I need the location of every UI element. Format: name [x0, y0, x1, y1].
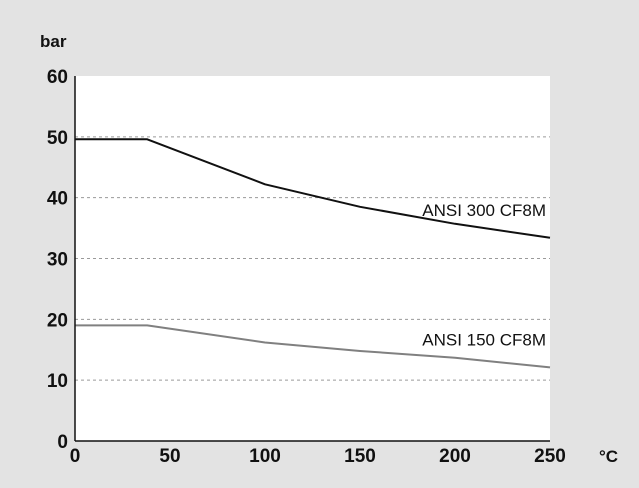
x-tick-label-50: 50: [159, 446, 180, 467]
x-tick-label-200: 200: [439, 446, 471, 467]
series-line-ansi-300-cf8m: [75, 138, 551, 239]
x-tick-label-100: 100: [249, 446, 281, 467]
y-tick-label-20: 20: [47, 310, 68, 331]
x-tick-label-250: 250: [534, 446, 566, 467]
y-tick-label-10: 10: [47, 371, 68, 392]
y-tick-label-60: 60: [47, 67, 68, 88]
y-tick-label-30: 30: [47, 250, 68, 271]
series-line-ansi-150-cf8m: [75, 324, 551, 369]
x-tick-label-0: 0: [70, 446, 81, 467]
x-tick-label-150: 150: [344, 446, 376, 467]
series-label-ansi-150-cf8m: ANSI 150 CF8M: [422, 330, 546, 349]
y-tick-label-50: 50: [47, 128, 68, 149]
y-tick-label-0: 0: [57, 432, 68, 453]
x-tick-labels: 0 50 100 150 200 250: [70, 446, 566, 467]
y-tick-label-40: 40: [47, 189, 68, 210]
series-labels: ANSI 300 CF8M ANSI 150 CF8M: [422, 201, 546, 350]
x-axis-unit: °C: [599, 447, 618, 466]
gridlines: [75, 136, 550, 381]
series-label-ansi-300-cf8m: ANSI 300 CF8M: [422, 201, 546, 220]
y-axis-unit: bar: [40, 32, 67, 51]
series-lines: [75, 138, 551, 369]
y-tick-labels: 0 10 20 30 40 50 60: [47, 67, 68, 453]
